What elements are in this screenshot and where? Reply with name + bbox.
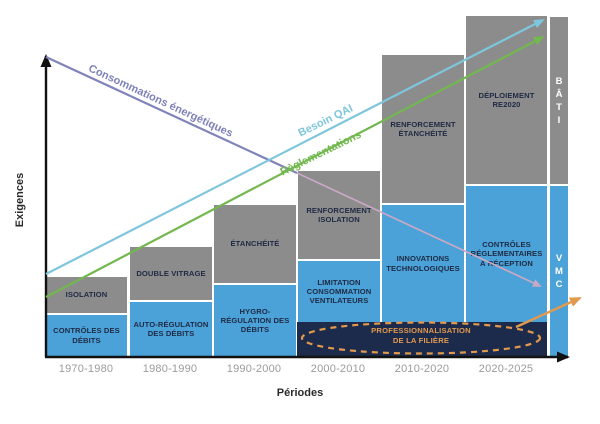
bar-2000-gray: RENFORCEMENT ISOLATION — [298, 171, 380, 259]
bar-2010-blue: INNOVATIONS TECHNOLOGIQUES — [382, 205, 464, 322]
bar-1970-blue: CONTRÔLES DES DÉBITS — [46, 315, 127, 356]
bar-1990-blue-label: HYGRO-RÉGULATION DES DÉBITS — [220, 306, 290, 335]
period-2020-2025: 2020-2025 — [478, 363, 534, 375]
bar-1990-gray-label: ÉTANCHÉITÉ — [230, 239, 280, 249]
bar-2010-gray: RENFORCEMENT ÉTANCHÉITÉ — [382, 55, 464, 203]
vmc-column: V M C — [550, 186, 568, 356]
bar-2020-blue-label: CONTRÔLES RÉGLEMENTAIRES À RÉCEPTION — [470, 240, 543, 268]
energy-consumption-label: Consommations énergétiques — [86, 62, 235, 140]
bar-1990-gray: ÉTANCHÉITÉ — [214, 205, 296, 283]
bar-2000-gray-label: RENFORCEMENT ISOLATION — [306, 205, 372, 224]
bar-2010-gray-label: RENFORCEMENT ÉTANCHÉITÉ — [390, 119, 456, 138]
bar-2000-blue-label: LIMITATION CONSOMMATION VENTILATEURS — [306, 277, 372, 306]
x-axis-title: Périodes — [276, 387, 324, 399]
vmc-label: V M C — [555, 252, 563, 290]
bar-1970-gray: ISOLATION — [46, 277, 127, 313]
period-1970-1980: 1970-1980 — [58, 363, 114, 375]
period-2010-2020: 2010-2020 — [394, 363, 450, 375]
bati-label: B Â T I — [555, 75, 563, 126]
professionalisation-label: PROFESSIONNALISATION DE LA FILIÈRE — [371, 326, 471, 345]
bati-column: B Â T I — [550, 17, 568, 184]
bar-2020-gray: DÉPLOIEMENT RE2020 — [466, 16, 547, 184]
bar-2020-blue: CONTRÔLES RÉGLEMENTAIRES À RÉCEPTION — [466, 186, 547, 322]
period-2000-2010: 2000-2010 — [310, 363, 366, 375]
period-1990-2000: 1990-2000 — [226, 363, 282, 375]
bar-2020-gray-label: DÉPLOIEMENT RE2020 — [478, 90, 535, 109]
bar-1970-gray-label: ISOLATION — [65, 290, 108, 300]
y-axis-title: Exigences — [14, 172, 26, 228]
bar-2010-blue-label: INNOVATIONS TECHNOLOGIQUES — [386, 254, 460, 273]
bar-2000-blue: LIMITATION CONSOMMATION VENTILATEURS — [298, 261, 380, 322]
bar-1980-blue: AUTO-RÉGULATION DES DÉBITS — [130, 302, 212, 356]
period-labels: 1970-1980 1980-1990 1990-2000 2000-2010 … — [0, 363, 600, 377]
bar-1980-gray-label: DOUBLE VITRAGE — [136, 268, 206, 278]
bar-1980-blue-label: AUTO-RÉGULATION DES DÉBITS — [133, 319, 209, 338]
bar-1970-blue-label: CONTRÔLES DES DÉBITS — [53, 326, 120, 345]
bar-1990-blue: HYGRO-RÉGULATION DES DÉBITS — [214, 285, 296, 356]
period-1980-1990: 1980-1990 — [142, 363, 198, 375]
bar-1980-gray: DOUBLE VITRAGE — [130, 247, 212, 300]
